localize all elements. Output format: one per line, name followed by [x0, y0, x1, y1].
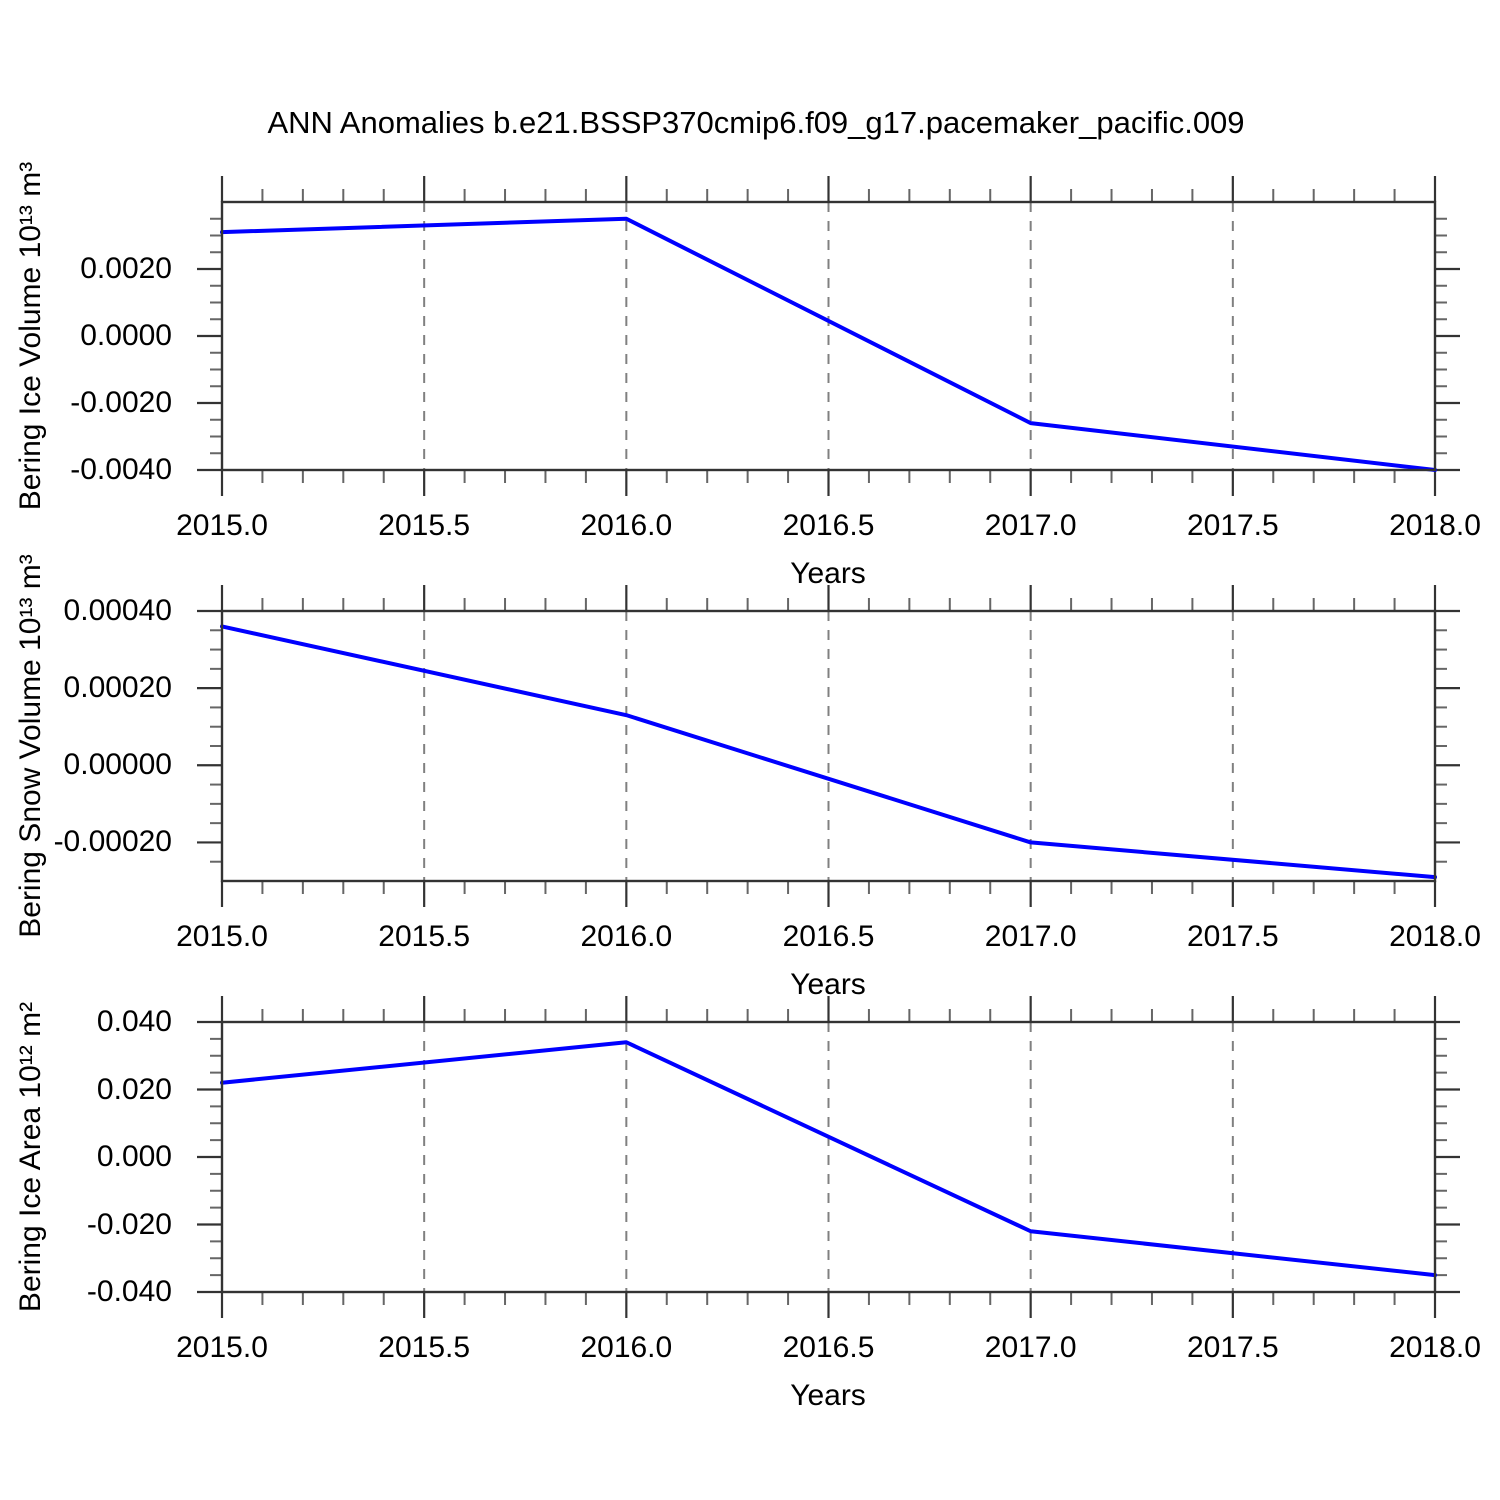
panel-1-y-axis-title: Bering Ice Volume 10¹³ m³ — [14, 161, 47, 511]
panel-2-x-tick-label-2016.5: 2016.5 — [782, 920, 875, 953]
panel-2-x-tick-label-2016.0: 2016.0 — [580, 920, 673, 953]
panel-3-x-tick-label-2016.0: 2016.0 — [580, 1331, 673, 1364]
panel-3-x-tick-label-2015.5: 2015.5 — [378, 1331, 471, 1364]
panel-3-x-axis-title: Years — [790, 1379, 866, 1412]
panel-2-x-tick-label-2015.5: 2015.5 — [378, 920, 471, 953]
plot-box-panel-1 — [220, 200, 1437, 472]
series-line-panel-1 — [220, 216, 1437, 472]
panel-1 — [197, 176, 1460, 496]
panel-2-x-tick-label-2017.5: 2017.5 — [1186, 920, 1279, 953]
panel-1-y-tick-label-0.0020: 0.0020 — [80, 252, 172, 285]
panel-1-x-axis-title: Years — [790, 557, 866, 590]
panel-3-y-tick-label-0.040: 0.040 — [96, 1005, 172, 1038]
series-line-panel-2 — [220, 624, 1437, 880]
panel-1-x-tick-label-2016.5: 2016.5 — [782, 509, 875, 542]
panel-1-y-tick-label--0.0020: -0.0020 — [70, 386, 172, 419]
figure-title: ANN Anomalies b.e21.BSSP370cmip6.f09_g17… — [267, 105, 1245, 140]
panel-1-x-tick-label-2016.0: 2016.0 — [580, 509, 673, 542]
panel-1-x-tick-label-2017.0: 2017.0 — [984, 509, 1077, 542]
panel-3-x-tick-label-2016.5: 2016.5 — [782, 1331, 875, 1364]
panel-3 — [197, 996, 1460, 1318]
panel-1-y-tick-label--0.0040: -0.0040 — [70, 453, 172, 486]
panel-2-y-axis-title: Bering Snow Volume 10¹³ m³ — [14, 554, 47, 938]
panel-2-y-tick-label-0.00000: 0.00000 — [63, 748, 172, 782]
plot-box-panel-3 — [220, 1020, 1437, 1294]
panel-3-y-axis-title: Bering Ice Area 10¹² m² — [14, 1001, 47, 1313]
panel-2 — [197, 585, 1460, 907]
panel-2-y-tick-label-0.00020: 0.00020 — [63, 671, 172, 705]
panel-2-x-tick-label-2017.0: 2017.0 — [984, 920, 1077, 953]
panel-3-y-tick-label--0.020: -0.020 — [86, 1207, 172, 1241]
panel-3-y-tick-label-0.020: 0.020 — [96, 1072, 172, 1106]
panel-3-x-tick-label-2018.0: 2018.0 — [1389, 1331, 1481, 1364]
panel-2-x-axis-title: Years — [790, 968, 866, 1001]
panel-3-x-tick-label-2017.5: 2017.5 — [1186, 1331, 1279, 1364]
panel-1-x-tick-label-2018.0: 2018.0 — [1389, 509, 1481, 542]
panel-3-y-tick-label-0.000: 0.000 — [96, 1140, 172, 1173]
plot-box-panel-2 — [220, 609, 1437, 883]
panel-3-y-tick-label--0.040: -0.040 — [86, 1275, 172, 1308]
panel-1-x-tick-label-2017.5: 2017.5 — [1186, 509, 1279, 542]
panel-3-x-tick-label-2015.0: 2015.0 — [176, 1331, 268, 1364]
panel-2-x-tick-label-2018.0: 2018.0 — [1389, 920, 1481, 953]
panel-2-y-tick-label-0.00040: 0.00040 — [63, 594, 172, 627]
panel-1-y-tick-label-0.0000: 0.0000 — [80, 319, 172, 352]
panel-2-x-tick-label-2015.0: 2015.0 — [176, 920, 268, 953]
panel-1-x-tick-label-2015.0: 2015.0 — [176, 509, 268, 542]
panel-1-x-tick-label-2015.5: 2015.5 — [378, 509, 471, 542]
panel-3-x-tick-label-2017.0: 2017.0 — [984, 1331, 1077, 1364]
panel-2-y-tick-label--0.00020: -0.00020 — [53, 825, 172, 859]
series-line-panel-3 — [220, 1040, 1437, 1278]
